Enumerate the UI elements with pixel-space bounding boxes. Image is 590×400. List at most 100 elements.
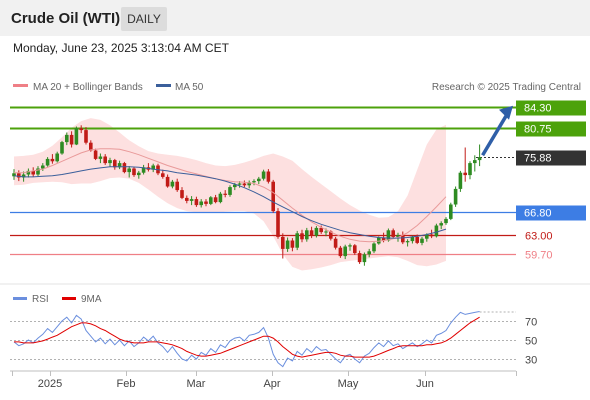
candle-body — [377, 237, 381, 244]
candle-body — [31, 170, 35, 175]
ma50-legend-swatch — [156, 84, 171, 87]
candle-body — [213, 197, 218, 203]
candle-body — [55, 153, 59, 162]
candle-body — [468, 163, 472, 176]
candle-body — [295, 233, 299, 248]
candle-body — [415, 236, 419, 243]
ma20-legend-label: MA 20 + Bollinger Bands — [33, 82, 143, 93]
candle-body — [252, 181, 256, 183]
x-axis-label: Jun — [416, 378, 434, 390]
x-axis-label: Apr — [263, 378, 280, 390]
candle-body — [266, 171, 271, 182]
x-axis-label: Mar — [187, 378, 206, 390]
candle-body — [26, 170, 31, 175]
level-value-support: 63.00 — [525, 231, 553, 243]
level-value-resistance: 80.75 — [524, 124, 552, 136]
candle-body — [420, 238, 424, 243]
candle-body — [194, 199, 199, 206]
candle-body — [381, 237, 386, 241]
candle-body — [228, 187, 232, 195]
last-price-value: 75.88 — [524, 153, 552, 165]
candle-body — [309, 230, 314, 236]
candle-body — [122, 163, 127, 173]
period-button[interactable]: DAILY — [121, 7, 167, 31]
candle-body — [84, 130, 88, 143]
candle-body — [60, 142, 64, 154]
rsi-legend-swatch — [13, 297, 27, 300]
candle-body — [290, 240, 295, 248]
candle-body — [425, 234, 429, 239]
candle-body — [79, 128, 83, 131]
candle-body — [242, 183, 247, 186]
candle-body — [65, 134, 69, 143]
rsi-legend-label: RSI — [32, 294, 49, 305]
candle-body — [372, 243, 376, 252]
chart-header: Crude Oil (WTI) DAILY — [0, 0, 590, 36]
candle-body — [189, 199, 194, 201]
candle-body — [367, 251, 371, 255]
candle-body — [223, 193, 227, 195]
ma50-legend-label: MA 50 — [175, 82, 204, 93]
candle-body — [199, 201, 203, 206]
candle-body — [93, 150, 98, 159]
candle-body — [180, 190, 184, 198]
candle-body — [36, 168, 40, 175]
candle-body — [41, 165, 45, 169]
candle-body — [357, 253, 362, 263]
chart-datetime: Monday, June 23, 2025 3:13:04 AM CET — [13, 41, 229, 55]
candle-body — [50, 158, 55, 162]
candle-body — [170, 181, 175, 187]
candle-body — [324, 231, 328, 233]
level-tag-resistance — [516, 121, 586, 137]
candle-body — [453, 188, 458, 205]
candle-body — [237, 183, 242, 185]
candle-body — [305, 230, 309, 240]
candle-body — [108, 160, 112, 164]
rsi-ma9-line — [14, 316, 480, 358]
ma20-line — [14, 148, 447, 243]
candle-body — [17, 173, 21, 178]
candle-body — [45, 158, 50, 166]
level-value-pivot: 66.80 — [524, 208, 552, 220]
candle-body — [329, 231, 333, 239]
candle-body — [233, 184, 237, 188]
candle-body — [175, 181, 179, 191]
ma9-legend-swatch — [62, 297, 76, 300]
candle-body — [261, 171, 266, 179]
candle-body — [300, 233, 304, 240]
candle-body — [338, 247, 343, 257]
candle-body — [449, 204, 453, 219]
candle-body — [429, 234, 434, 237]
candle-body — [137, 172, 141, 176]
level-value-resistance: 84.30 — [524, 103, 552, 115]
projection-arrow-shaft — [481, 111, 510, 157]
x-axis-label: Feb — [117, 378, 136, 390]
candle-body — [353, 245, 357, 254]
candle-body — [473, 160, 477, 164]
candle-body — [69, 134, 74, 145]
x-axis-label: 2025 — [38, 378, 62, 390]
candle-body — [185, 197, 189, 201]
candle-body — [98, 156, 103, 159]
candle-body — [74, 128, 79, 145]
last-price-tag — [516, 150, 586, 166]
candle-body — [405, 241, 410, 243]
candle-body — [161, 173, 165, 177]
research-credit: Research © 2025 Trading Central — [432, 82, 581, 93]
candle-body — [132, 168, 136, 176]
candle-body — [434, 225, 439, 237]
candle-body — [343, 246, 347, 257]
candle-body — [21, 174, 26, 178]
candle-body — [401, 235, 405, 243]
candle-body — [391, 230, 395, 237]
candle-body — [410, 236, 415, 242]
level-tag-resistance — [516, 100, 586, 116]
candle-body — [257, 178, 261, 182]
candle-body — [386, 230, 391, 241]
level-tag-pivot — [516, 205, 586, 221]
ma9-legend-label: 9MA — [81, 294, 102, 305]
candle-body — [276, 211, 280, 237]
candle-body — [333, 238, 338, 248]
candle-body — [271, 181, 275, 212]
